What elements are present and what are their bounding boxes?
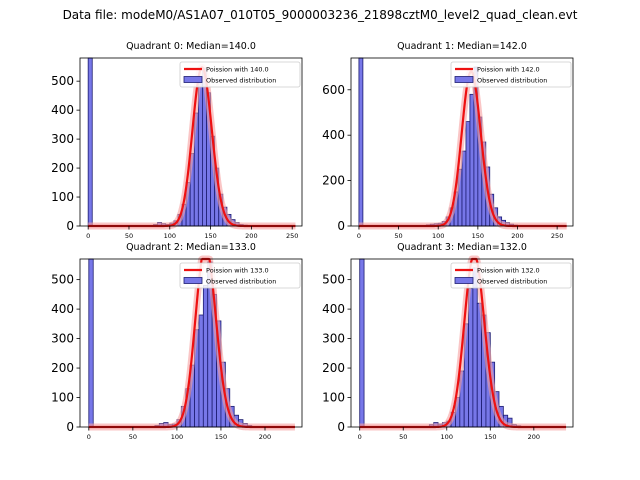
x-tick-label: 100	[171, 433, 183, 441]
x-tick-label: 100	[164, 232, 176, 240]
legend-entry-poisson: Poission with 133.0	[206, 267, 269, 275]
x-tick-label: 150	[204, 232, 216, 240]
y-tick-label: 200	[51, 361, 74, 375]
y-tick-label: 400	[322, 302, 345, 316]
legend: Poission with 142.0 Observed distribution	[450, 61, 572, 88]
legend-box	[179, 61, 301, 88]
x-tick-label: 150	[215, 433, 227, 441]
x-tick-label: 150	[484, 433, 496, 441]
y-tick-label: 600	[322, 83, 345, 97]
y-tick-label: 200	[51, 161, 74, 175]
y-tick-label: 0	[337, 420, 345, 434]
panel-title: Quadrant 0: Median=140.0	[126, 41, 256, 52]
x-tick-label: 100	[432, 232, 444, 240]
quadrant-0-panel: Quadrant 0: Median=140.00100200300400500…	[51, 41, 303, 240]
panel-title: Quadrant 3: Median=132.0	[397, 242, 527, 253]
legend-entry-poisson: Poission with 140.0	[206, 66, 269, 74]
legend-entry-poisson: Poission with 142.0	[477, 66, 540, 74]
figure-suptitle: Data file: modeM0/AS1A07_010T05_90000032…	[62, 8, 578, 22]
histogram-bar	[359, 258, 365, 428]
legend-bar-swatch	[454, 277, 474, 284]
y-tick-label: 400	[51, 302, 74, 316]
y-tick-label: 500	[51, 273, 74, 287]
y-tick-label: 300	[51, 332, 74, 346]
x-tick-label: 250	[551, 232, 563, 240]
x-tick-label: 200	[511, 232, 523, 240]
x-tick-label: 200	[528, 433, 540, 441]
x-tick-label: 0	[86, 232, 90, 240]
x-tick-label: 50	[399, 433, 407, 441]
histogram-bar	[468, 288, 474, 428]
x-tick-label: 200	[259, 433, 271, 441]
x-tick-label: 50	[129, 433, 137, 441]
legend: Poission with 140.0 Observed distribution	[179, 61, 301, 88]
histogram-bar	[87, 57, 93, 227]
y-tick-label: 500	[322, 273, 345, 287]
legend-box	[450, 61, 572, 88]
y-tick-label: 0	[66, 420, 74, 434]
x-tick-label: 50	[394, 232, 402, 240]
axes-frame	[350, 57, 574, 227]
x-tick-label: 100	[441, 433, 453, 441]
quadrant-3-panel: Quadrant 3: Median=132.00100200300400500…	[322, 242, 574, 441]
histogram-bar	[202, 285, 209, 428]
x-tick-label: 50	[125, 232, 133, 240]
x-tick-label: 250	[286, 232, 298, 240]
legend-entry-observed: Observed distribution	[206, 77, 276, 85]
histogram-bar	[461, 150, 467, 227]
axes-frame	[350, 258, 574, 428]
y-tick-label: 100	[322, 391, 345, 405]
y-tick-label: 200	[322, 361, 345, 375]
legend-entry-observed: Observed distribution	[477, 77, 547, 85]
axes-frame	[79, 258, 303, 428]
quadrant-2-panel: Quadrant 2: Median=133.00100200300400500…	[51, 242, 303, 441]
y-tick-label: 300	[322, 332, 345, 346]
panel-title: Quadrant 1: Median=142.0	[397, 41, 527, 52]
legend-entry-observed: Observed distribution	[206, 278, 276, 286]
legend-bar-swatch	[454, 76, 474, 83]
x-tick-label: 150	[472, 232, 484, 240]
histogram-bar	[358, 57, 364, 227]
legend-bar-swatch	[183, 76, 203, 83]
legend: Poission with 133.0 Observed distribution	[179, 262, 301, 289]
legend-entry-observed: Observed distribution	[477, 278, 547, 286]
histogram-bar	[472, 267, 478, 428]
histogram-bar	[198, 314, 204, 428]
y-tick-label: 200	[322, 174, 345, 188]
y-tick-label: 0	[337, 219, 345, 233]
y-tick-label: 400	[51, 103, 74, 117]
legend: Poission with 132.0 Observed distribution	[450, 262, 572, 289]
quadrant-1-panel: Quadrant 1: Median=142.0 0 200 400 600 0 50 100…	[322, 41, 574, 240]
y-tick-label: 400	[322, 128, 345, 142]
x-tick-label: 0	[87, 433, 91, 441]
legend-box	[179, 262, 301, 289]
panel-title: Quadrant 2: Median=133.0	[126, 242, 256, 253]
histogram-bar	[88, 258, 94, 428]
histogram-bar	[465, 121, 471, 227]
y-tick-label: 300	[51, 132, 74, 146]
axes-frame	[79, 57, 303, 227]
y-tick-label: 0	[66, 219, 74, 233]
y-tick-label: 100	[51, 391, 74, 405]
y-tick-label: 100	[51, 190, 74, 204]
histogram-bar	[469, 93, 475, 227]
x-tick-label: 0	[357, 232, 361, 240]
legend-box	[450, 262, 572, 289]
x-tick-label: 200	[245, 232, 257, 240]
x-tick-label: 0	[358, 433, 362, 441]
legend-bar-swatch	[183, 277, 203, 284]
legend-entry-poisson: Poission with 132.0	[477, 267, 540, 275]
y-tick-label: 500	[51, 74, 74, 88]
